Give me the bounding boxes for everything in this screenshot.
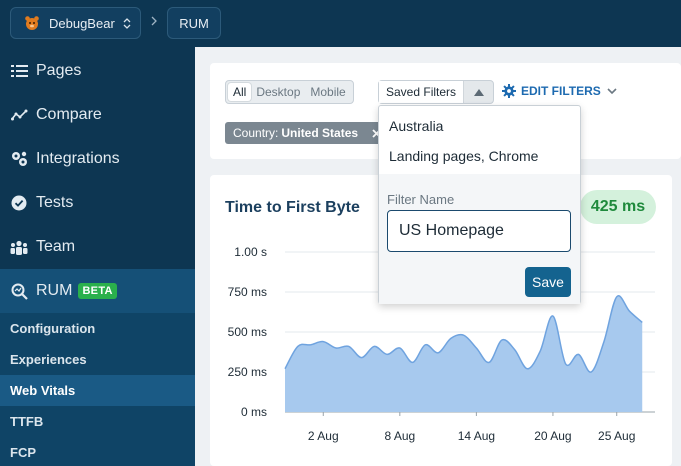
sidebar-subitem-ttfb[interactable]: TTFB [0, 406, 195, 437]
team-icon [10, 238, 28, 256]
chevron-updown-icon [123, 17, 131, 29]
sidebar-item-label: Compare [36, 106, 102, 123]
breadcrumb-separator-icon [151, 15, 157, 29]
saved-filter-option-landing-chrome[interactable]: Landing pages, Chrome [389, 148, 539, 164]
beta-badge: BETA [78, 283, 117, 299]
save-filter-form: Filter Name Save [379, 174, 580, 304]
breadcrumb-rum-label: RUM [179, 15, 209, 31]
sidebar-subitem-label: FCP [10, 445, 36, 460]
chevron-down-icon [607, 87, 617, 95]
edit-filters-label: EDIT FILTERS [521, 84, 601, 98]
sidebar-item-pages[interactable]: Pages [0, 49, 195, 93]
sidebar-subitem-label: Experiences [10, 352, 87, 367]
sidebar-item-label: RUM [36, 282, 73, 299]
top-bar: DebugBear RUM [0, 0, 681, 47]
filter-chip-key: Country: [233, 126, 279, 140]
sidebar-item-integrations[interactable]: Integrations [0, 137, 195, 181]
caret-up-icon [464, 88, 493, 96]
sidebar-item-label: Team [36, 238, 76, 255]
saved-filters-label: Saved Filters [379, 81, 465, 103]
edit-filters-button[interactable]: EDIT FILTERS [502, 84, 617, 98]
integrations-icon [10, 150, 28, 168]
rum-search-icon [10, 282, 28, 300]
device-tab-all[interactable]: All [228, 83, 252, 101]
check-circle-icon [10, 194, 28, 212]
sidebar: Pages Compare Integrations Tests Team RU… [0, 47, 195, 466]
active-filter-chip: Country: United States [225, 122, 385, 144]
saved-filters-button[interactable]: Saved Filters [378, 80, 494, 104]
breadcrumb-rum[interactable]: RUM [167, 7, 221, 39]
save-button[interactable]: Save [525, 267, 571, 297]
sidebar-item-compare[interactable]: Compare [0, 93, 195, 137]
sidebar-item-label: Integrations [36, 150, 120, 167]
sidebar-subitem-label: Configuration [10, 321, 96, 336]
sidebar-subitem-fcp[interactable]: FCP [0, 437, 195, 466]
compare-icon [10, 106, 28, 124]
saved-filters-dropdown: Australia Landing pages, Chrome Filter N… [378, 105, 581, 304]
list-icon [10, 62, 28, 80]
device-tab-mobile[interactable]: Mobile [310, 85, 346, 99]
device-tab-desktop[interactable]: Desktop [256, 85, 301, 99]
filter-name-label: Filter Name [387, 192, 455, 207]
ttfb-value-badge: 425 ms [580, 190, 656, 224]
sidebar-subitem-experiences[interactable]: Experiences [0, 344, 195, 375]
sidebar-subitem-label: TTFB [10, 414, 44, 429]
debugbear-logo-icon [23, 14, 41, 32]
chart-title: Time to First Byte [225, 199, 360, 216]
sidebar-item-tests[interactable]: Tests [0, 181, 195, 225]
sidebar-subitem-configuration[interactable]: Configuration [0, 313, 195, 344]
saved-filter-option-australia[interactable]: Australia [389, 118, 444, 134]
project-name: DebugBear [49, 15, 115, 31]
device-segmented-control: All Desktop Mobile [225, 80, 354, 104]
sidebar-item-rum[interactable]: RUM BETA [0, 269, 195, 313]
sidebar-item-label: Pages [36, 62, 82, 79]
project-switcher-button[interactable]: DebugBear [10, 7, 141, 39]
sidebar-item-team[interactable]: Team [0, 225, 195, 269]
sidebar-subitem-label: Web Vitals [10, 383, 76, 398]
sidebar-item-label: Tests [36, 194, 74, 211]
gear-icon [502, 84, 516, 98]
filter-chip-value: United States [281, 126, 359, 140]
sidebar-subitem-web-vitals[interactable]: Web Vitals [0, 375, 195, 406]
filter-name-input[interactable] [387, 210, 571, 252]
